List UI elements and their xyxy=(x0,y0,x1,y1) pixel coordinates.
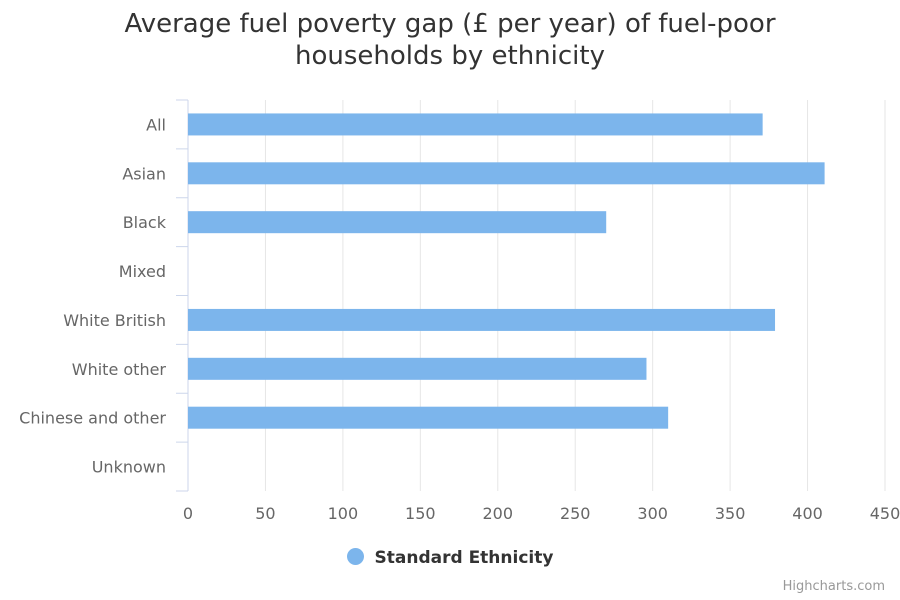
x-tick-label: 300 xyxy=(637,504,668,523)
category-axis xyxy=(176,99,189,492)
x-tick-label: 350 xyxy=(715,504,746,523)
bar[interactable] xyxy=(188,162,825,185)
bar[interactable] xyxy=(188,113,763,136)
category-labels: All Asian Black Mixed White British White oth… xyxy=(19,115,167,476)
x-tick-label: 250 xyxy=(560,504,591,523)
x-tick-label: 100 xyxy=(328,504,359,523)
gridlines xyxy=(264,100,886,491)
category-label: Mixed xyxy=(119,262,166,281)
legend-marker-icon xyxy=(346,548,364,565)
chart-title-line-2: households by ethnicity xyxy=(295,41,605,71)
x-tick-label: 400 xyxy=(792,504,823,523)
category-label: Unknown xyxy=(92,458,166,477)
category-label: Asian xyxy=(122,164,166,183)
x-tick-label: 450 xyxy=(870,504,900,523)
legend-series-name[interactable]: Standard Ethnicity xyxy=(374,548,554,568)
x-tick-label: 0 xyxy=(183,504,193,523)
category-label: White British xyxy=(63,311,166,330)
bar-series[interactable] xyxy=(188,113,825,429)
category-label: Black xyxy=(123,213,167,232)
chart-title-line-1: Average fuel poverty gap (£ per year) of… xyxy=(124,9,776,39)
bar[interactable] xyxy=(188,308,776,331)
x-tick-label: 150 xyxy=(405,504,436,523)
value-tick-labels: 0 50 100 150 200 250 300 350 400 450 xyxy=(183,504,900,523)
category-label: Chinese and other xyxy=(19,409,166,428)
category-label: All xyxy=(146,115,166,134)
chart-title: Average fuel poverty gap (£ per year) of… xyxy=(0,8,900,72)
chart-legend[interactable]: Standard Ethnicity xyxy=(0,548,900,568)
x-tick-label: 50 xyxy=(255,504,275,523)
category-label: White other xyxy=(72,360,167,379)
credits-link[interactable]: Highcharts.com xyxy=(782,579,885,594)
bar[interactable] xyxy=(188,211,607,234)
bar[interactable] xyxy=(188,406,669,429)
x-tick-label: 200 xyxy=(483,504,514,523)
bar[interactable] xyxy=(188,357,647,380)
